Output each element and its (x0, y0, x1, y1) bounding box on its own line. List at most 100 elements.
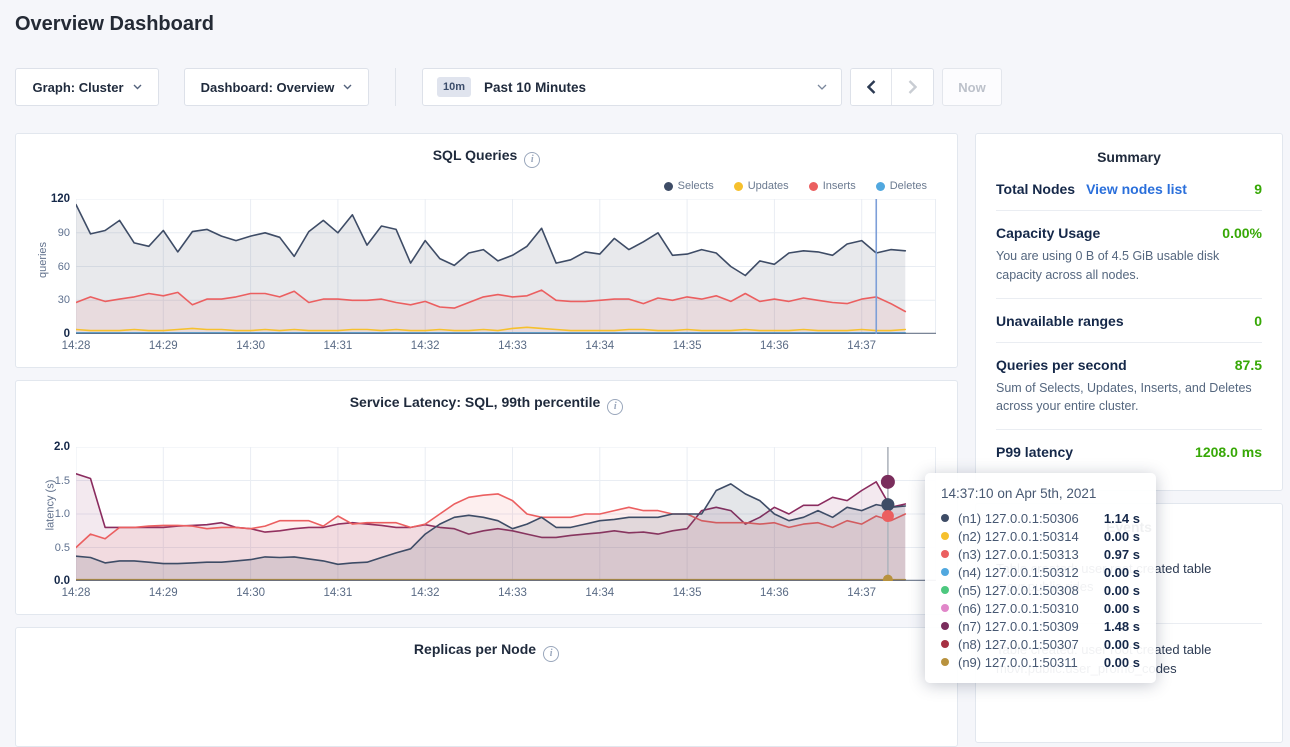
legend-label: Selects (677, 180, 714, 192)
controls-divider (395, 68, 396, 106)
summary-row-main: Unavailable ranges 0 (996, 313, 1262, 329)
crosshair-dot (881, 510, 894, 523)
tooltip-node-dot (941, 640, 949, 648)
summary-row-main: Queries per second 87.5 (996, 357, 1262, 373)
tooltip-node-dot (941, 550, 949, 558)
tooltip-node-value: 0.00 s (1103, 528, 1140, 544)
summary-row: Capacity Usage 0.00% You are using 0 B of … (996, 211, 1262, 299)
summary-metric-label: P99 latency (996, 444, 1074, 460)
dashboard-dropdown[interactable]: Dashboard: Overview (184, 68, 369, 106)
tooltip-node-dot (941, 604, 949, 612)
y-axis-label: latency (s) (44, 479, 57, 531)
x-tick-label: 14:37 (847, 587, 877, 599)
y-tick-label: 0.0 (54, 575, 70, 587)
summary-row: P99 latency 1208.0 ms (996, 430, 1262, 473)
y-tick-label: 2.0 (54, 441, 70, 453)
tooltip-node-value: 1.48 s (1103, 618, 1140, 634)
tooltip-node-dot (941, 568, 949, 576)
series--n7-127-0-0-1-50309 (75, 472, 907, 539)
summary-row-main: P99 latency 1208.0 ms (996, 444, 1262, 460)
summary-row: Total Nodes View nodes list 9 (996, 167, 1262, 211)
chart-hover-tooltip: 14:37:10 on Apr 5th, 2021 (n1) 127.0.0.1… (925, 473, 1156, 683)
tooltip-timestamp: 14:37:10 on Apr 5th, 2021 (941, 486, 1140, 501)
x-tick-label: 14:34 (585, 340, 615, 352)
tooltip-time: 14:37:10 (941, 486, 994, 501)
sql-queries-chart-card: SQL Queries i Selects Updates Inserts Delete… (15, 133, 958, 368)
y-tick-label: 60 (57, 260, 70, 273)
graph-dropdown[interactable]: Graph: Cluster (15, 68, 159, 106)
info-icon[interactable]: i (543, 646, 560, 662)
tooltip-node-row: (n8) 127.0.0.1:50307 0.00 s (941, 635, 1140, 653)
tooltip-node-name: (n8) 127.0.0.1:50307 (958, 636, 1079, 652)
crosshair-dot (881, 498, 895, 512)
plot-area[interactable] (75, 198, 936, 335)
chevron-down-icon (817, 84, 827, 90)
chart-title-row: Service Latency: SQL, 99th percentile i (16, 394, 957, 415)
tooltip-node-row: (n6) 127.0.0.1:50310 0.00 s (941, 599, 1140, 617)
replicas-per-node-chart-card: Replicas per Node i (15, 627, 958, 747)
summary-metric-value: 1208.0 ms (1195, 444, 1262, 460)
series--n1-127-0-0-1-50306 (75, 483, 907, 566)
info-icon[interactable]: i (524, 152, 541, 168)
x-tick-label: 14:29 (148, 587, 178, 599)
tooltip-node-dot (941, 532, 949, 540)
tooltip-node-value: 0.00 s (1103, 654, 1140, 670)
info-icon[interactable]: i (607, 399, 624, 415)
x-tick-label: 14:34 (585, 587, 615, 599)
time-pager (850, 68, 934, 106)
chevron-right-icon (908, 80, 917, 94)
series-selects (75, 203, 907, 277)
summary-metric-description: You are using 0 B of 4.5 GiB usable disk… (996, 249, 1220, 282)
summary-row-main: Total Nodes View nodes list 9 (996, 181, 1262, 197)
now-button[interactable]: Now (942, 68, 1002, 106)
tooltip-node-row: (n1) 127.0.0.1:50306 1.14 s (941, 509, 1140, 527)
y-tick-label: 1.5 (54, 474, 70, 487)
summary-metric-value: 0 (1254, 312, 1262, 329)
graph-dropdown-label: Graph: Cluster (32, 79, 124, 95)
x-tick-label: 14:28 (61, 340, 91, 352)
chart-title: Service Latency: SQL, 99th percentile (349, 394, 601, 410)
tooltip-node-name: (n3) 127.0.0.1:50313 (958, 546, 1079, 562)
legend-label: Updates (747, 180, 789, 192)
x-tick-label: 14:30 (236, 340, 265, 352)
tooltip-node-name: (n6) 127.0.0.1:50310 (958, 600, 1079, 616)
x-tick-label: 14:33 (498, 340, 527, 352)
tooltip-node-value: 0.00 s (1103, 564, 1140, 580)
legend-label: Deletes (889, 180, 927, 192)
summary-rows: Total Nodes View nodes list 9 Capacity Usag… (976, 167, 1282, 473)
chart-title-row: SQL Queries i (16, 147, 957, 168)
chevron-left-icon (866, 80, 875, 94)
y-tick-label: 0.5 (54, 541, 70, 554)
y-tick-label: 1.0 (54, 508, 70, 520)
tooltip-node-name: (n4) 127.0.0.1:50312 (958, 564, 1079, 580)
summary-metric-label: Queries per second (996, 356, 1127, 373)
summary-metric-description: Sum of Selects, Updates, Inserts, and De… (996, 380, 1252, 414)
series--n3-127-0-0-1-50313 (75, 493, 907, 549)
x-tick-label: 14:30 (236, 587, 265, 599)
x-tick-label: 14:35 (672, 340, 702, 352)
plot-area[interactable] (75, 446, 936, 585)
x-tick-label: 14:28 (61, 587, 91, 599)
chart-title-row: Replicas per Node i (16, 641, 957, 662)
summary-metric-value: 0.00% (1222, 225, 1262, 241)
x-tick-label: 14:32 (410, 587, 440, 599)
time-prev-button[interactable] (851, 69, 892, 105)
x-tick-label: 14:35 (672, 587, 702, 599)
legend-dot (733, 181, 743, 191)
x-tick-label: 14:33 (498, 587, 527, 599)
tooltip-rows: (n1) 127.0.0.1:50306 1.14 s (n2) 127.0.0.1… (941, 509, 1140, 671)
tooltip-on: on (997, 486, 1013, 501)
y-tick-label: 90 (57, 226, 70, 239)
dashboard-dropdown-label: Dashboard: Overview (200, 79, 335, 95)
time-range-dropdown[interactable]: 10m Past 10 Minutes (422, 68, 842, 106)
chart-svg (75, 446, 936, 585)
summary-metric-label: Unavailable ranges (996, 312, 1124, 329)
tooltip-node-dot (941, 622, 949, 630)
view-nodes-list-link[interactable]: View nodes list (1086, 181, 1187, 197)
y-tick-label: 30 (57, 294, 70, 307)
time-next-button[interactable] (892, 69, 933, 105)
legend-dot (663, 181, 673, 191)
x-tick-label: 14:36 (760, 587, 789, 599)
summary-panel: Summary Total Nodes View nodes list 9 Capac… (975, 133, 1283, 491)
summary-row-main: Capacity Usage 0.00% (996, 225, 1262, 241)
